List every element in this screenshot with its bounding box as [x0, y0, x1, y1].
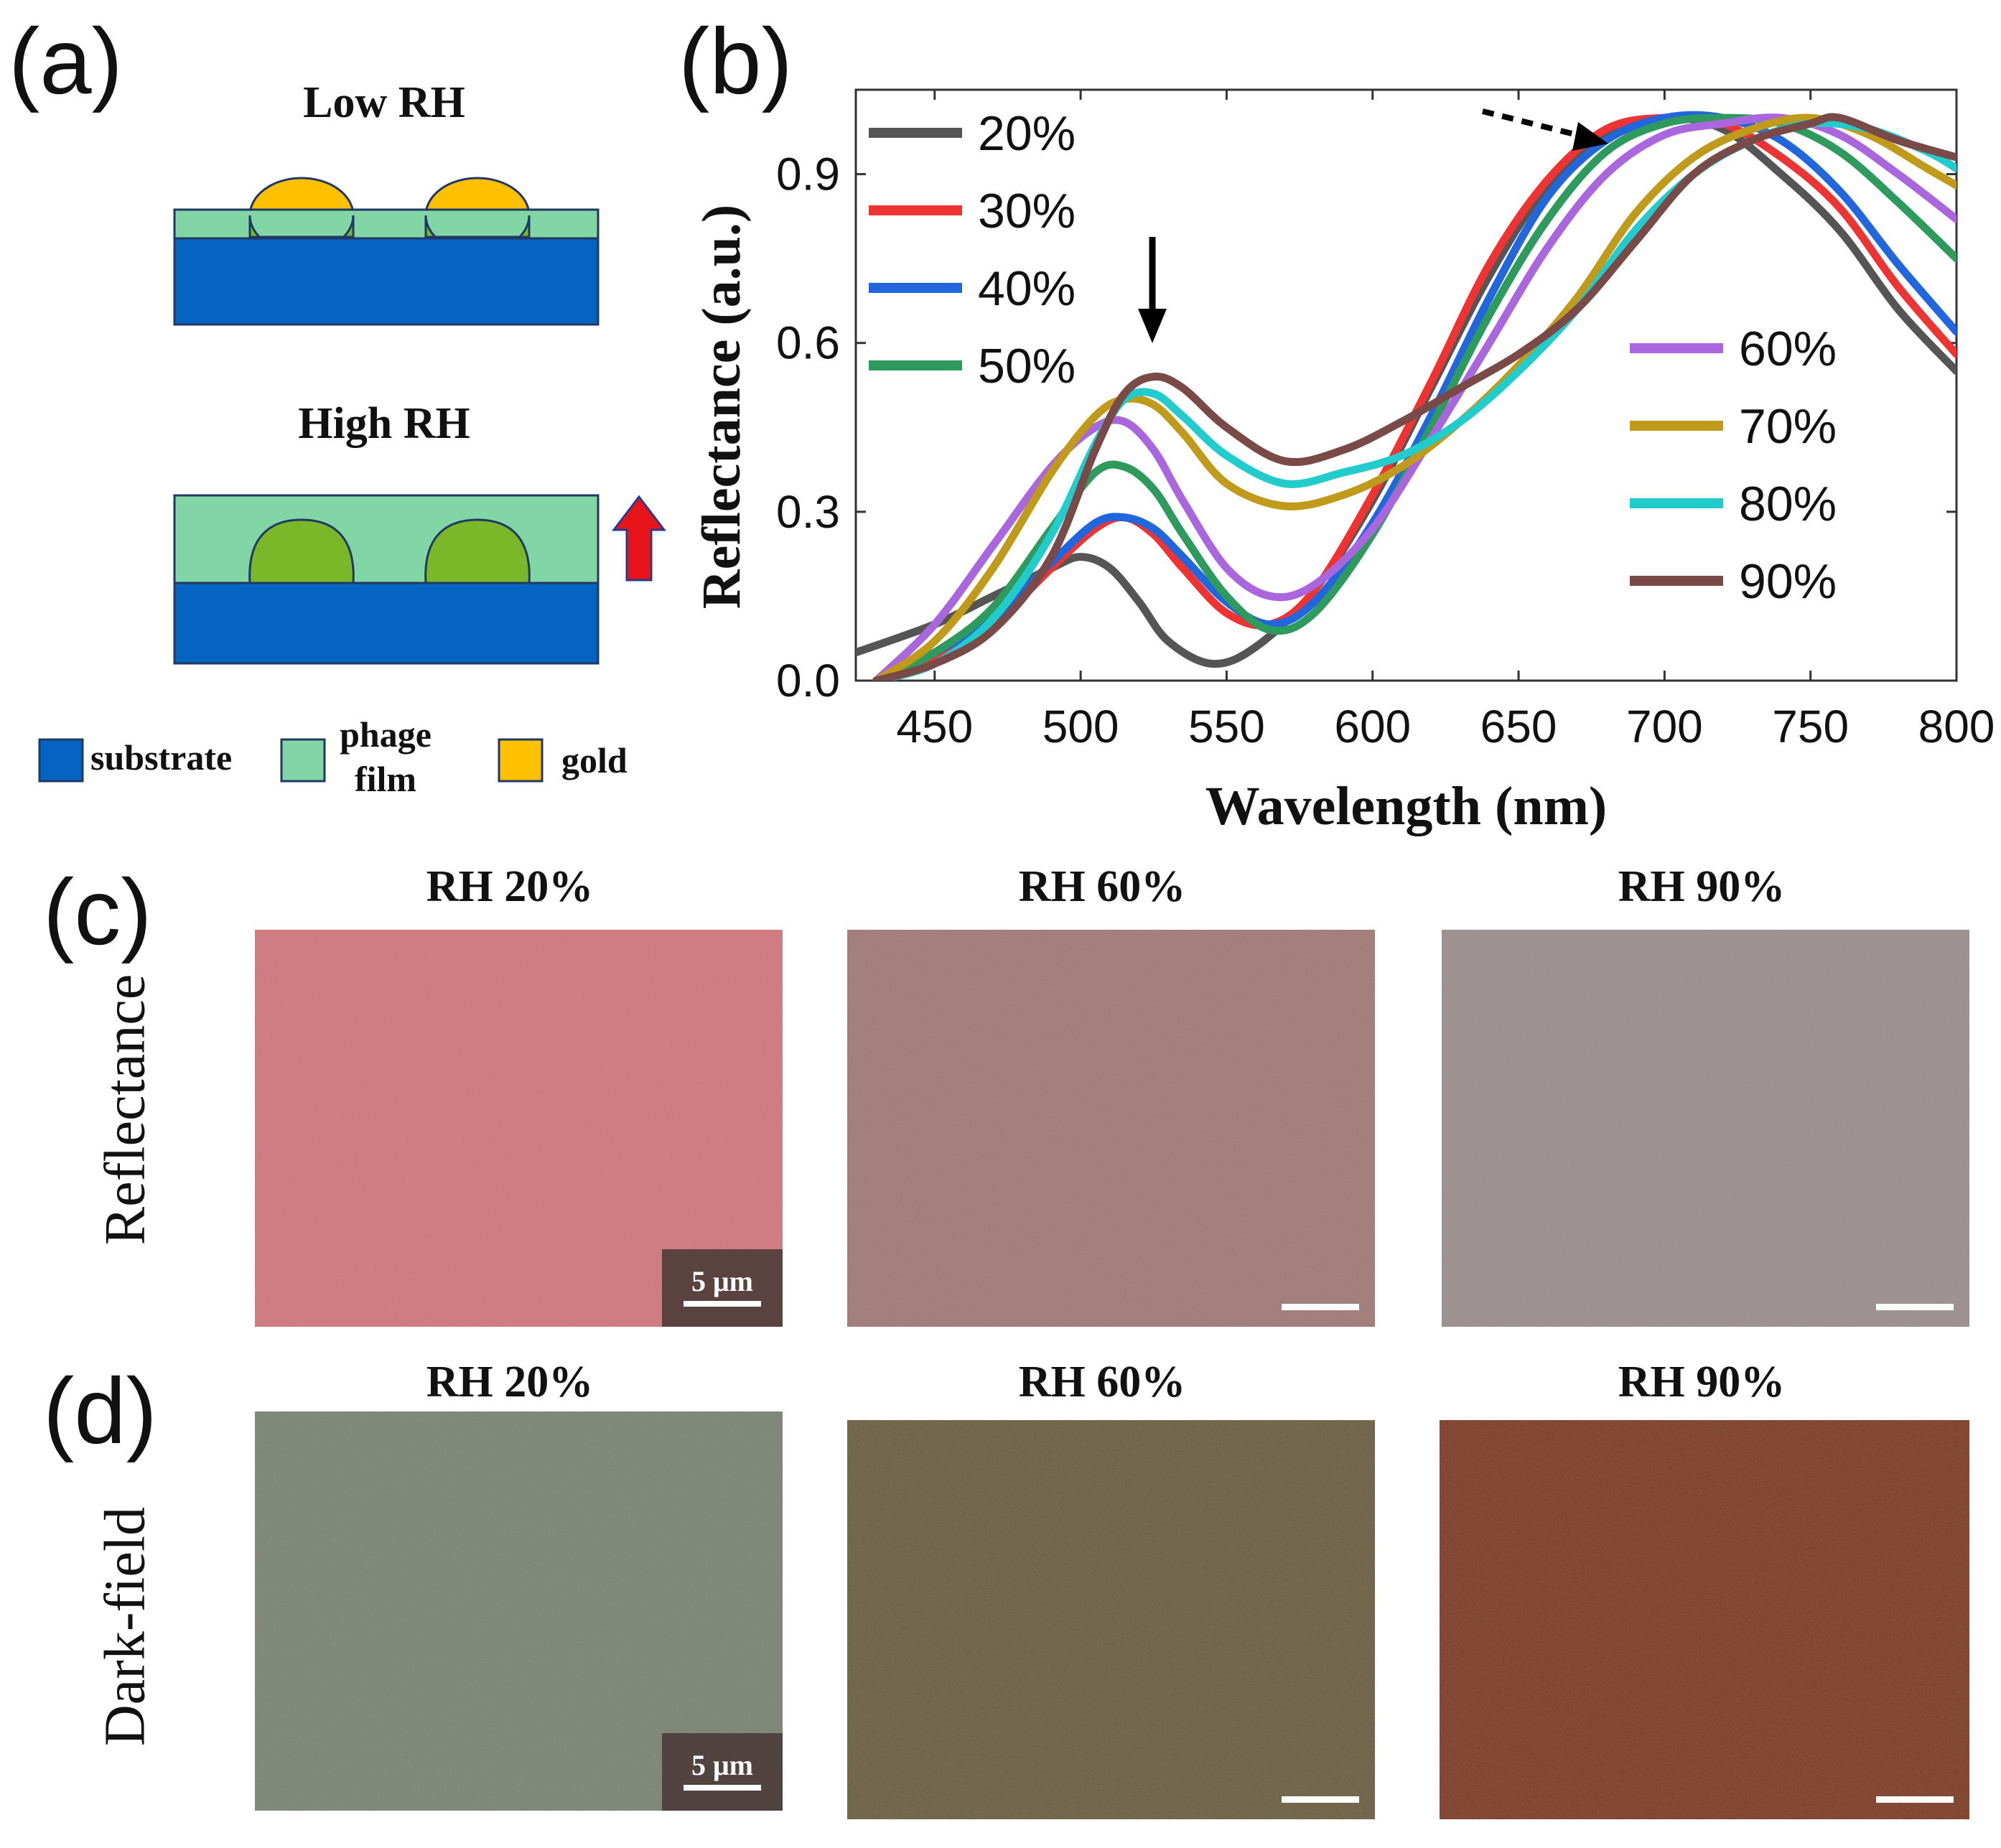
- panel-a: Low RH High RH substrate phage film gold: [0, 0, 675, 818]
- y-tick-label: 0.9: [776, 149, 840, 200]
- panel-c: Reflectance RH 20% RH 60% RH 90%: [0, 862, 2001, 1335]
- phage-film-layer: [173, 494, 600, 584]
- legend-label-80pct: 80%: [1739, 477, 1837, 531]
- high-rh-title: High RH: [298, 399, 470, 448]
- x-tick-label: 800: [1918, 701, 1995, 752]
- panel-label-c: (c): [43, 859, 152, 964]
- row-label-dark-field: Dark-field: [93, 1506, 157, 1747]
- y-tick-label: 0.0: [776, 655, 840, 706]
- redshift-arrowhead-icon: [1572, 122, 1608, 151]
- legend-label-60pct: 60%: [1739, 322, 1837, 376]
- substrate-layer: [173, 582, 600, 665]
- legend-swatch-gold: [498, 738, 544, 783]
- x-tick-label: 700: [1626, 701, 1703, 752]
- series-line-70pct: [872, 113, 1956, 681]
- panel-d: Dark-field RH 20% RH 60% RH 90%: [0, 1357, 2001, 1848]
- legend-label-20pct: 20%: [978, 106, 1076, 161]
- y-axis-label: Reflectance (a.u.): [691, 205, 752, 609]
- title-d-1: RH 20%: [426, 1358, 594, 1406]
- low-rh-title: Low RH: [303, 78, 465, 127]
- gold-particle-swollen: [424, 518, 531, 584]
- x-tick-label: 450: [896, 701, 973, 752]
- legend-label-phage-film: phage film: [340, 714, 432, 799]
- legend-label-50pct: 50%: [978, 339, 1076, 393]
- legend-label-70pct: 70%: [1739, 399, 1837, 454]
- low-rh-schematic: [38, 177, 667, 783]
- legend-label-gold: gold: [561, 740, 628, 780]
- high-rh-stack: [173, 494, 600, 665]
- legend-label-40pct: 40%: [978, 261, 1076, 316]
- title-c-1: RH 20%: [426, 862, 594, 911]
- x-tick-label: 750: [1772, 701, 1849, 752]
- plot-frame: [854, 88, 1958, 682]
- y-tick-label: 0.6: [776, 317, 840, 369]
- y-tick-label: 0.3: [776, 486, 840, 538]
- title-d-3: RH 90%: [1618, 1358, 1786, 1406]
- series-line-30pct: [872, 113, 1956, 681]
- phage-film-layer: [173, 208, 600, 240]
- x-axis-label: Wavelength (nm): [1205, 776, 1607, 836]
- x-tick-label: 550: [1188, 701, 1265, 752]
- series-line-90pct: [872, 113, 1956, 681]
- panel-label-a: (a): [9, 9, 123, 113]
- redshift-dotted-arrow-icon: [1482, 108, 1584, 139]
- legend-label-substrate: substrate: [90, 737, 233, 778]
- panel-b: 450 500 550 600 650 700 750 800 0.0 0.3 0.6 0.9 Wave…: [675, 0, 2001, 869]
- row-label-reflectance: Reflectance: [93, 974, 157, 1246]
- panel-label-d: (d): [43, 1358, 157, 1463]
- legend-label-30pct: 30%: [978, 184, 1076, 238]
- title-c-3: RH 90%: [1618, 862, 1786, 911]
- low-rh-stack: [173, 177, 600, 326]
- legend-swatch-substrate: [38, 738, 84, 783]
- title-c-2: RH 60%: [1018, 862, 1186, 911]
- series-group: [856, 111, 1956, 681]
- legend-swatch-phage-film: [280, 738, 326, 783]
- x-tick-label: 650: [1480, 701, 1557, 752]
- gold-particle-swollen: [248, 518, 355, 584]
- title-d-2: RH 60%: [1018, 1358, 1186, 1406]
- panel-label-b: (b): [678, 9, 793, 113]
- x-tick-label: 500: [1043, 701, 1119, 752]
- substrate-layer: [173, 237, 600, 326]
- x-tick-label: 600: [1334, 701, 1411, 752]
- blueshift-arrowhead-icon: [1138, 309, 1167, 343]
- reflectance-chart: 450 500 550 600 650 700 750 800 0.0 0.3 0.6 0.9 Wave…: [691, 88, 1995, 836]
- swelling-arrow-icon: [611, 495, 667, 582]
- legend-label-90pct: 90%: [1739, 554, 1837, 609]
